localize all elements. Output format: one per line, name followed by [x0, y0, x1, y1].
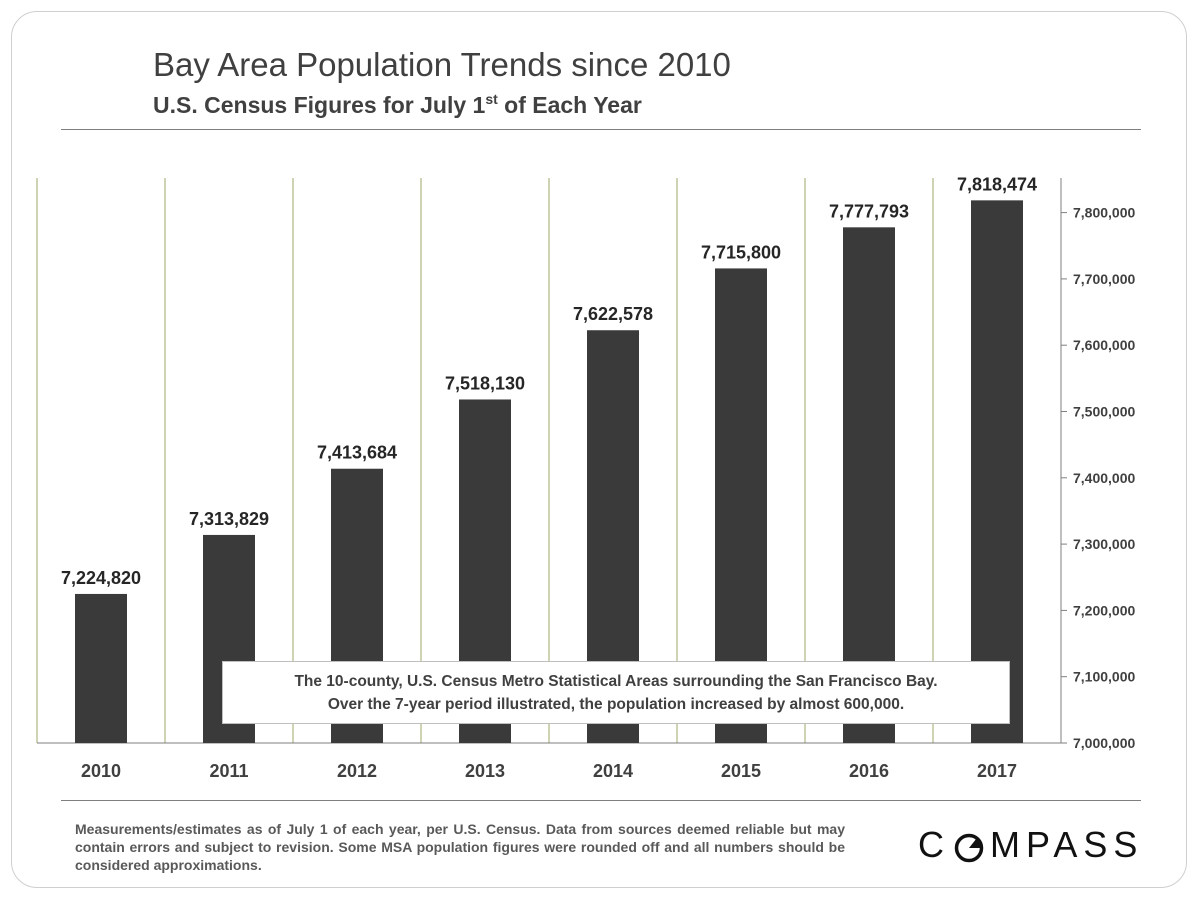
x-tick-label: 2015: [721, 761, 761, 781]
x-tick-label: 2011: [209, 761, 248, 781]
bar-value-label: 7,313,829: [189, 509, 269, 529]
annotation-box: The 10-county, U.S. Census Metro Statist…: [222, 661, 1010, 724]
y-tick-label: 7,300,000: [1073, 536, 1135, 552]
bar-value-label: 7,224,820: [61, 568, 141, 588]
subtitle-superscript: st: [485, 91, 498, 107]
x-tick-label: 2012: [337, 761, 377, 781]
subtitle-end: of Each Year: [497, 92, 642, 118]
y-tick-label: 7,100,000: [1073, 669, 1135, 685]
logo-compass-o-icon: [954, 830, 984, 863]
x-tick-label: 2017: [977, 761, 1017, 781]
y-tick-label: 7,700,000: [1073, 271, 1135, 287]
bar-value-label: 7,413,684: [317, 443, 397, 463]
bar-value-label: 7,518,130: [445, 373, 525, 393]
logo-letter-c: C: [918, 824, 950, 865]
y-tick-label: 7,800,000: [1073, 205, 1135, 221]
x-tick-label: 2013: [465, 761, 505, 781]
x-tick-label: 2014: [593, 761, 633, 781]
chart-subtitle: U.S. Census Figures for July 1st of Each…: [153, 92, 642, 119]
bar: [843, 227, 895, 743]
footer-disclaimer: Measurements/estimates as of July 1 of e…: [75, 821, 845, 873]
bar: [971, 200, 1023, 743]
logo-letters-mpass: MPASS: [990, 824, 1144, 865]
bottom-divider: [61, 800, 1141, 801]
subtitle-main: U.S. Census Figures for July 1: [153, 92, 486, 118]
top-divider: [61, 129, 1141, 130]
y-tick-label: 7,400,000: [1073, 470, 1135, 486]
bar-value-label: 7,777,793: [829, 201, 909, 221]
bar-value-label: 7,715,800: [701, 242, 781, 262]
x-tick-label: 2016: [849, 761, 889, 781]
y-tick-label: 7,500,000: [1073, 404, 1135, 420]
x-tick-label: 2010: [81, 761, 121, 781]
annotation-line-1: The 10-county, U.S. Census Metro Statist…: [294, 672, 938, 690]
compass-logo: C MPASS: [918, 824, 1143, 866]
bar-value-label: 7,622,578: [573, 304, 653, 324]
y-tick-label: 7,600,000: [1073, 337, 1135, 353]
bar: [75, 593, 127, 743]
y-tick-label: 7,000,000: [1073, 735, 1135, 751]
y-tick-label: 7,200,000: [1073, 602, 1135, 618]
bar-value-label: 7,818,474: [957, 174, 1037, 194]
annotation-line-2: Over the 7-year period illustrated, the …: [327, 695, 905, 713]
chart-title: Bay Area Population Trends since 2010: [153, 46, 731, 83]
